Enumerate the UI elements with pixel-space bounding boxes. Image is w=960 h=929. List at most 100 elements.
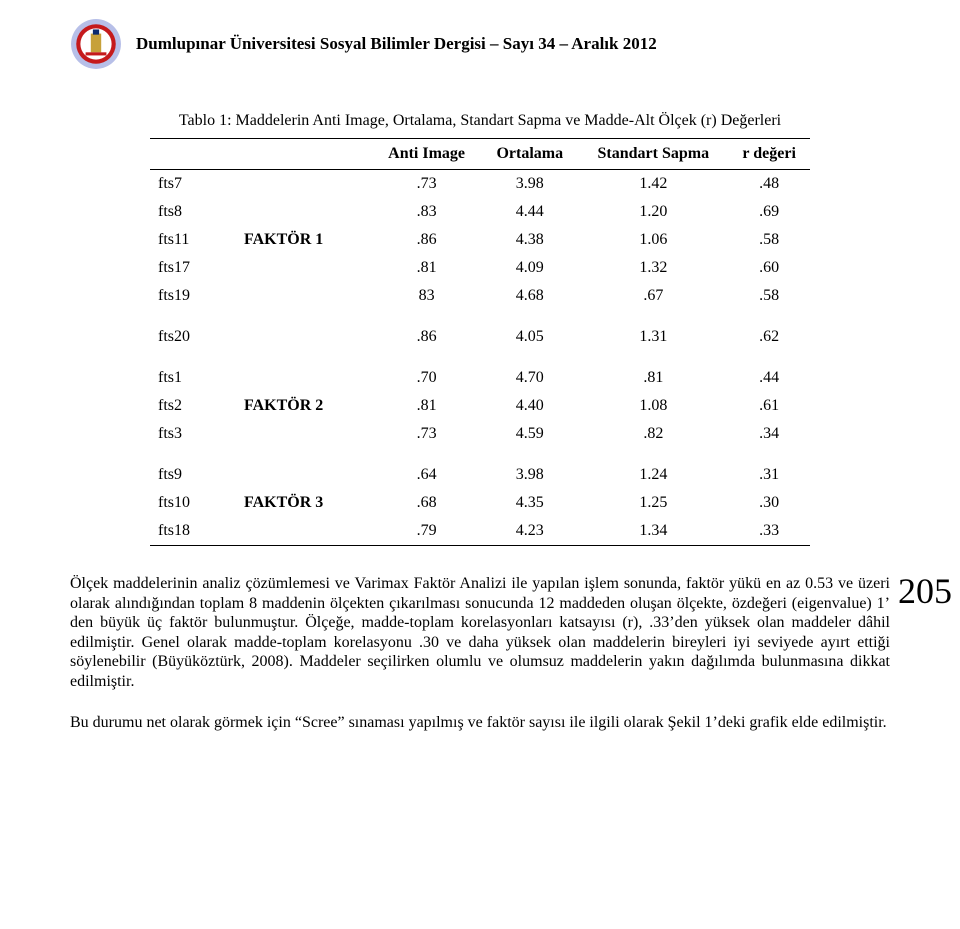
table1: Anti Image Ortalama Standart Sapma r değ… bbox=[150, 138, 810, 546]
cell-anti: .79 bbox=[372, 517, 481, 546]
factor-label-cell: FAKTÖR 3 bbox=[236, 489, 372, 517]
factor-label-cell bbox=[236, 282, 372, 310]
factor-label-cell bbox=[236, 351, 372, 392]
cell-ort: 3.98 bbox=[481, 170, 578, 199]
table-row: fts10FAKTÖR 3.684.351.25.30 bbox=[150, 489, 810, 517]
table-row: fts3 .734.59.82.34 bbox=[150, 420, 810, 448]
cell-ss: 1.42 bbox=[578, 170, 728, 199]
table-row: fts19 834.68.67.58 bbox=[150, 282, 810, 310]
cell-anti: .86 bbox=[372, 310, 481, 351]
col-std-sapma: Standart Sapma bbox=[578, 139, 728, 170]
journal-title: Dumlupınar Üniversitesi Sosyal Bilimler … bbox=[136, 34, 657, 54]
paragraph-2: Bu durumu net olarak görmek için “Scree”… bbox=[70, 713, 890, 733]
cell-ort: 4.38 bbox=[481, 226, 578, 254]
table-row: fts2FAKTÖR 2.814.401.08.61 bbox=[150, 392, 810, 420]
factor-label-cell: FAKTÖR 1 bbox=[236, 226, 372, 254]
university-logo bbox=[70, 18, 122, 70]
cell-ss: 1.34 bbox=[578, 517, 728, 546]
cell-r: .31 bbox=[728, 448, 810, 489]
row-id: fts7 bbox=[150, 170, 236, 199]
body-text: Ölçek maddelerinin analiz çözümlemesi ve… bbox=[70, 574, 890, 733]
col-blank2 bbox=[236, 139, 372, 170]
cell-r: .30 bbox=[728, 489, 810, 517]
factor-label-cell bbox=[236, 198, 372, 226]
cell-anti: .70 bbox=[372, 351, 481, 392]
cell-ort: 4.35 bbox=[481, 489, 578, 517]
col-r-degeri: r değeri bbox=[728, 139, 810, 170]
factor-label-cell bbox=[236, 170, 372, 199]
cell-ort: 3.98 bbox=[481, 448, 578, 489]
cell-ort: 4.40 bbox=[481, 392, 578, 420]
cell-r: .69 bbox=[728, 198, 810, 226]
cell-anti: .81 bbox=[372, 392, 481, 420]
table1-container: Tablo 1: Maddelerin Anti Image, Ortalama… bbox=[150, 112, 810, 546]
cell-ss: 1.08 bbox=[578, 392, 728, 420]
row-id: fts11 bbox=[150, 226, 236, 254]
row-id: fts19 bbox=[150, 282, 236, 310]
factor-label-cell bbox=[236, 517, 372, 546]
cell-ort: 4.09 bbox=[481, 254, 578, 282]
cell-ss: 1.31 bbox=[578, 310, 728, 351]
row-id: fts17 bbox=[150, 254, 236, 282]
cell-anti: .83 bbox=[372, 198, 481, 226]
cell-r: .58 bbox=[728, 226, 810, 254]
paragraph-1: Ölçek maddelerinin analiz çözümlemesi ve… bbox=[70, 574, 890, 691]
cell-r: .34 bbox=[728, 420, 810, 448]
factor-label-cell bbox=[236, 310, 372, 351]
table-row: fts11FAKTÖR 1.864.381.06.58 bbox=[150, 226, 810, 254]
row-id: fts1 bbox=[150, 351, 236, 392]
cell-ss: 1.06 bbox=[578, 226, 728, 254]
cell-r: .61 bbox=[728, 392, 810, 420]
col-ortalama: Ortalama bbox=[481, 139, 578, 170]
cell-ort: 4.59 bbox=[481, 420, 578, 448]
cell-ss: 1.32 bbox=[578, 254, 728, 282]
table-row: fts20 .864.051.31.62 bbox=[150, 310, 810, 351]
cell-ss: .67 bbox=[578, 282, 728, 310]
row-id: fts18 bbox=[150, 517, 236, 546]
table1-header-row: Anti Image Ortalama Standart Sapma r değ… bbox=[150, 139, 810, 170]
cell-ort: 4.44 bbox=[481, 198, 578, 226]
cell-r: .62 bbox=[728, 310, 810, 351]
cell-ss: 1.25 bbox=[578, 489, 728, 517]
page-header: Dumlupınar Üniversitesi Sosyal Bilimler … bbox=[70, 18, 890, 70]
row-id: fts8 bbox=[150, 198, 236, 226]
factor-label-cell: FAKTÖR 2 bbox=[236, 392, 372, 420]
row-id: fts10 bbox=[150, 489, 236, 517]
cell-anti: .81 bbox=[372, 254, 481, 282]
cell-r: .58 bbox=[728, 282, 810, 310]
table-row: fts8 .834.441.20.69 bbox=[150, 198, 810, 226]
cell-ss: 1.20 bbox=[578, 198, 728, 226]
cell-r: .44 bbox=[728, 351, 810, 392]
cell-anti: .64 bbox=[372, 448, 481, 489]
table1-caption: Tablo 1: Maddelerin Anti Image, Ortalama… bbox=[150, 112, 810, 130]
factor-label-cell bbox=[236, 254, 372, 282]
col-blank1 bbox=[150, 139, 236, 170]
row-id: fts2 bbox=[150, 392, 236, 420]
cell-r: .60 bbox=[728, 254, 810, 282]
row-id: fts3 bbox=[150, 420, 236, 448]
cell-ss: .82 bbox=[578, 420, 728, 448]
factor-label-cell bbox=[236, 420, 372, 448]
table-row: fts1 .704.70.81.44 bbox=[150, 351, 810, 392]
cell-ss: .81 bbox=[578, 351, 728, 392]
cell-anti: .73 bbox=[372, 170, 481, 199]
col-anti-image: Anti Image bbox=[372, 139, 481, 170]
cell-ort: 4.70 bbox=[481, 351, 578, 392]
cell-anti: .73 bbox=[372, 420, 481, 448]
page-number: 205 bbox=[898, 570, 952, 612]
factor-label-cell bbox=[236, 448, 372, 489]
cell-ort: 4.23 bbox=[481, 517, 578, 546]
cell-r: .33 bbox=[728, 517, 810, 546]
table-row: fts7 .733.981.42.48 bbox=[150, 170, 810, 199]
table-row: fts18 .794.231.34.33 bbox=[150, 517, 810, 546]
row-id: fts20 bbox=[150, 310, 236, 351]
cell-r: .48 bbox=[728, 170, 810, 199]
table-row: fts17 .814.091.32.60 bbox=[150, 254, 810, 282]
table-row: fts9 .643.981.24.31 bbox=[150, 448, 810, 489]
cell-anti: 83 bbox=[372, 282, 481, 310]
cell-ort: 4.68 bbox=[481, 282, 578, 310]
cell-ss: 1.24 bbox=[578, 448, 728, 489]
cell-ort: 4.05 bbox=[481, 310, 578, 351]
row-id: fts9 bbox=[150, 448, 236, 489]
cell-anti: .86 bbox=[372, 226, 481, 254]
